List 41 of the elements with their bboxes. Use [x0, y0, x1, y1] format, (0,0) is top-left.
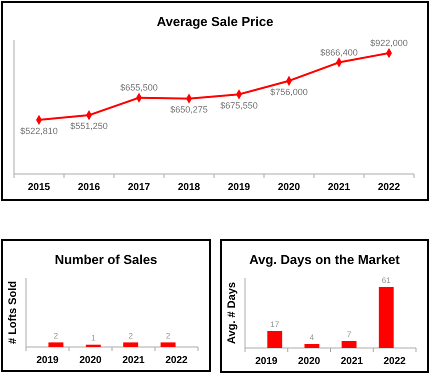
x-tick-label: 2019 — [36, 355, 60, 366]
data-label: $551,250 — [70, 121, 108, 132]
x-tick-label: 2021 — [340, 356, 364, 367]
x-tick-label: 2019 — [255, 356, 278, 367]
x-tick-label: 2021 — [328, 182, 351, 193]
data-label: 7 — [346, 330, 352, 339]
x-tick-label: 2018 — [178, 182, 201, 193]
x-tick-label: 2016 — [78, 182, 101, 193]
x-tick-label: 2022 — [384, 356, 406, 367]
chart-title: Number of Sales — [54, 252, 158, 267]
x-tick-label: 2020 — [79, 355, 102, 366]
data-label: 61 — [382, 276, 392, 285]
x-tick-label: 2020 — [278, 182, 301, 193]
y-axis-title: # Lofts Sold — [7, 281, 19, 344]
chart-title: Average Sale Price — [156, 14, 274, 29]
x-tick-label: 2015 — [28, 182, 51, 193]
x-tick-label: 2020 — [298, 356, 321, 367]
x-tick-label: 2017 — [128, 182, 151, 193]
data-label: $650,275 — [170, 104, 208, 115]
data-label: 4 — [310, 333, 315, 342]
data-label: 2 — [128, 331, 134, 340]
data-label: $756,000 — [270, 86, 308, 97]
data-label: 1 — [91, 334, 96, 343]
bar — [267, 331, 282, 348]
data-label: 17 — [270, 320, 280, 329]
data-label: 2 — [54, 331, 59, 340]
x-tick-label: 2022 — [378, 182, 401, 193]
bar — [378, 287, 394, 348]
data-label: 2 — [166, 331, 171, 340]
bar — [342, 341, 357, 348]
data-label: $522,810 — [20, 126, 58, 136]
data-label: $866,400 — [320, 47, 358, 58]
data-label: $655,500 — [120, 82, 158, 93]
x-tick-label: 2021 — [122, 355, 146, 366]
x-tick-label: 2019 — [228, 182, 251, 193]
data-label: $675,550 — [220, 100, 258, 110]
x-tick-label: 2022 — [165, 355, 188, 366]
y-axis-title: Avg. # Days — [226, 282, 238, 344]
data-label: $922,000 — [370, 38, 408, 48]
chart-title: Avg. Days on the Market — [249, 252, 400, 267]
bar — [304, 344, 320, 348]
